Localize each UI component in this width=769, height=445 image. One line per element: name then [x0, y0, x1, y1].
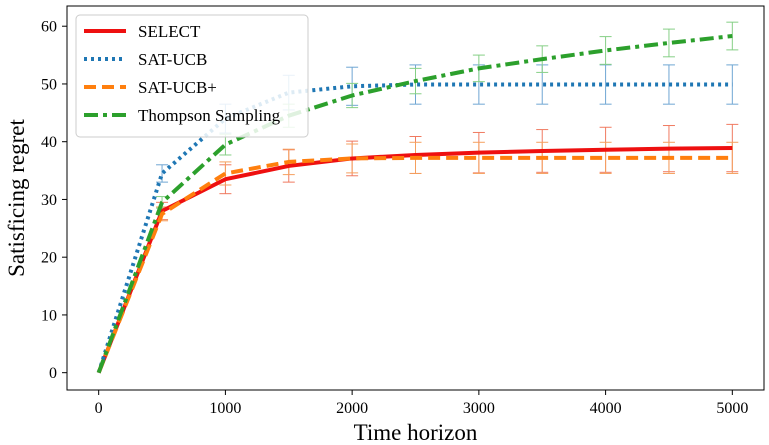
select-line: [96, 146, 733, 374]
legend-label: Thompson Sampling: [138, 106, 281, 125]
y-tick-label: 60: [41, 19, 57, 36]
x-tick-label: 4000: [590, 400, 622, 417]
x-tick-label: 1000: [209, 400, 241, 417]
y-tick-label: 50: [41, 76, 57, 93]
legend-item-sat-ucb: SAT-UCB+: [84, 78, 217, 97]
legend-item-thompson-sampling: Thompson Sampling: [84, 106, 281, 125]
x-tick-label: 0: [95, 400, 103, 417]
thompson-sampling-error-bar: [662, 28, 675, 58]
thompson-sampling-error-bar: [599, 36, 612, 65]
sat-ucb-error-bar: [726, 141, 739, 174]
sat-ucb-error-bar: [662, 64, 675, 105]
plot-frame: [66, 5, 765, 391]
legend-label: SAT-UCB: [138, 50, 207, 69]
x-tick-label: 3000: [463, 400, 495, 417]
sat-ucb-line: [96, 155, 733, 374]
legend-item-sat-ucb: SAT-UCB: [84, 50, 207, 69]
y-tick-label: 0: [49, 365, 57, 382]
thompson-sampling-line: [96, 34, 733, 374]
sat-ucb-error-bar: [472, 141, 485, 174]
y-tick-label: 10: [41, 307, 57, 324]
sat-ucb-error-bar: [599, 64, 612, 105]
x-axis-label: Time horizon: [354, 420, 478, 445]
y-tick-label: 40: [41, 134, 57, 151]
sat-ucb-error-bar: [599, 141, 612, 174]
series-layer: [96, 34, 733, 374]
y-tick-label: 30: [41, 192, 57, 209]
y-tick-label: 20: [41, 250, 57, 267]
legend: SELECT SAT-UCB SAT-UCB+ Thompson Sampling: [75, 14, 309, 138]
y-axis-label: Satisficing regret: [4, 119, 29, 277]
legend-label: SELECT: [138, 22, 201, 41]
x-tick-label: 5000: [716, 400, 748, 417]
legend-frame: [75, 14, 309, 138]
x-tick-label: 2000: [336, 400, 368, 417]
legend-label: SAT-UCB+: [138, 78, 217, 97]
legend-item-select: SELECT: [84, 22, 201, 41]
axes-layer: 0 1000 2000 3000 4000 5000 0 10 20 30 40 50 60: [41, 5, 765, 417]
